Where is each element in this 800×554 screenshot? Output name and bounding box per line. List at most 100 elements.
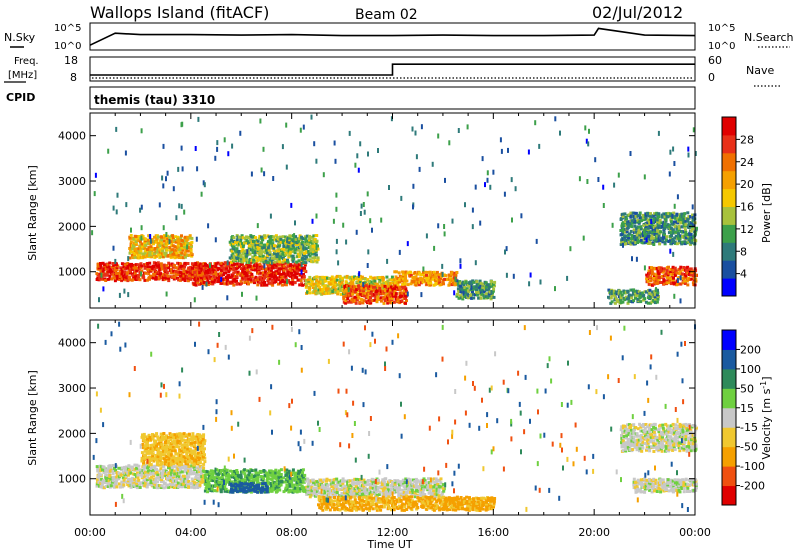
heatmap-cell xyxy=(209,275,213,279)
heatmap-cell xyxy=(664,218,668,222)
heatmap-cell xyxy=(362,202,365,207)
nsearch-label: N.Search xyxy=(744,31,794,44)
heatmap-cell xyxy=(370,276,374,280)
heatmap-cell xyxy=(354,301,358,305)
heatmap-cell xyxy=(137,478,141,482)
heatmap-cell xyxy=(321,289,325,293)
heatmap-cell xyxy=(282,268,286,272)
heatmap-cell xyxy=(239,239,243,243)
heatmap-cell xyxy=(366,263,369,268)
heatmap-cell xyxy=(479,296,483,300)
heatmap-cell xyxy=(159,249,163,253)
heatmap-cell xyxy=(649,212,652,216)
heatmap-cell xyxy=(314,241,318,245)
heatmap-cell xyxy=(216,140,219,146)
heatmap-cell xyxy=(129,271,132,275)
heatmap-cell xyxy=(182,274,186,278)
heatmap-cell xyxy=(271,242,275,246)
heatmap-cell xyxy=(164,268,168,272)
heatmap-cell xyxy=(662,230,666,234)
heatmap-cell xyxy=(158,202,161,208)
heatmap-cell xyxy=(241,236,245,240)
heatmap-cell xyxy=(227,273,231,277)
heatmap-cell xyxy=(159,255,163,258)
heatmap-cell xyxy=(181,277,185,281)
heatmap-cell xyxy=(114,266,117,270)
heatmap-cell xyxy=(116,274,120,278)
heatmap-cell xyxy=(658,242,662,246)
heatmap-cell xyxy=(355,229,358,235)
heatmap-cell xyxy=(185,275,189,279)
heatmap-cell xyxy=(196,271,200,275)
heatmap-cell xyxy=(281,252,285,256)
heatmap-cell xyxy=(538,143,541,149)
heatmap-cell xyxy=(428,270,432,274)
heatmap-cell xyxy=(237,235,241,239)
heatmap-cell xyxy=(672,276,675,280)
heatmap-cell xyxy=(162,143,165,149)
heatmap-cell xyxy=(193,297,196,303)
freq-trace xyxy=(90,63,695,76)
heatmap-cell xyxy=(303,268,307,272)
heatmap-cell xyxy=(381,286,385,290)
heatmap-cell xyxy=(443,277,447,281)
heatmap-cell xyxy=(240,281,243,285)
heatmap-cell xyxy=(188,272,192,276)
heatmap-cell xyxy=(270,259,273,265)
heatmap-cell xyxy=(264,258,268,262)
heatmap-cell xyxy=(144,271,148,275)
heatmap-cell xyxy=(166,234,170,238)
heatmap-cell xyxy=(281,260,285,264)
heatmap-cell xyxy=(175,215,178,221)
heatmap-cell xyxy=(170,267,173,271)
heatmap-cell xyxy=(281,275,285,279)
heatmap-cell xyxy=(172,186,175,192)
heatmap-cell xyxy=(120,272,124,276)
heatmap-cell xyxy=(298,268,302,272)
heatmap-cell xyxy=(301,266,305,270)
heatmap-cell xyxy=(337,281,341,285)
heatmap-cell xyxy=(222,271,226,275)
heatmap-cell xyxy=(111,265,114,269)
heatmap-cell xyxy=(294,272,298,275)
heatmap-cell xyxy=(147,272,151,276)
heatmap-cell xyxy=(374,276,377,280)
heatmap-cell xyxy=(672,146,675,152)
heatmap-cell xyxy=(153,235,156,239)
heatmap-cell xyxy=(155,250,159,254)
heatmap-cell xyxy=(492,169,495,175)
heatmap-cell xyxy=(114,258,117,264)
heatmap-cell xyxy=(138,278,142,282)
heatmap-cell xyxy=(170,243,174,247)
heatmap-cell xyxy=(164,241,168,245)
heatmap-cell xyxy=(329,281,333,285)
heatmap-cell xyxy=(330,275,334,279)
heatmap-cell xyxy=(298,273,302,277)
heatmap-cell xyxy=(191,266,194,270)
heatmap-cell xyxy=(176,261,180,265)
heatmap-cell xyxy=(335,238,338,244)
heatmap-cell xyxy=(290,247,294,251)
heatmap-cell xyxy=(186,262,190,265)
heatmap-cell xyxy=(656,297,660,301)
heatmap-cell xyxy=(210,280,214,284)
heatmap-cell xyxy=(194,283,198,287)
heatmap-cell xyxy=(176,243,180,247)
heatmap-cell xyxy=(243,478,247,482)
heatmap-cell xyxy=(235,238,239,242)
heatmap-cell xyxy=(246,268,249,272)
heatmap-cell xyxy=(359,211,362,216)
heatmap-cell xyxy=(208,268,212,272)
heatmap-cell xyxy=(239,255,243,259)
heatmap-cell xyxy=(186,242,190,245)
heatmap-cell xyxy=(204,266,208,270)
heatmap-cell xyxy=(259,118,262,124)
heatmap-cell xyxy=(102,286,105,292)
heatmap-cell xyxy=(253,248,257,252)
noise-left-tick-top: 10^5 xyxy=(54,23,81,34)
heatmap-cell xyxy=(193,443,197,447)
heatmap-cell xyxy=(117,271,121,275)
heatmap-cell xyxy=(247,277,251,281)
heatmap-cell xyxy=(179,262,183,266)
heatmap-cell xyxy=(645,237,648,243)
